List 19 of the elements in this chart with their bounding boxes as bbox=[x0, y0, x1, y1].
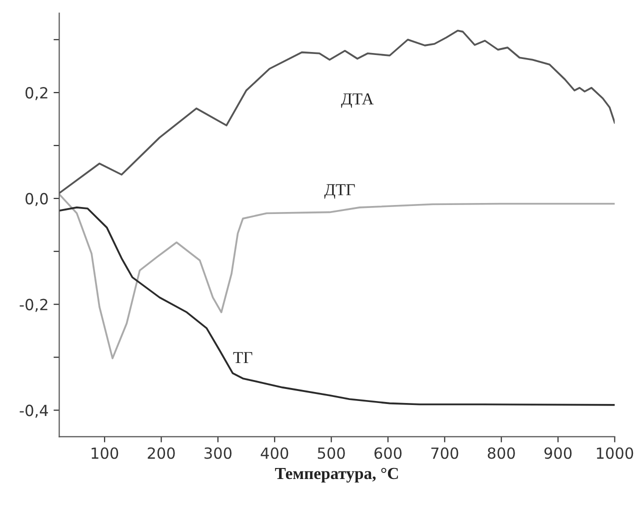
y-tick-label: -0,4 bbox=[20, 404, 48, 418]
series-label: ДТГ bbox=[324, 184, 355, 199]
x-tick-label: 400 bbox=[260, 447, 288, 459]
x-tick-label: 700 bbox=[431, 447, 458, 459]
y-tick-label: 0,0 bbox=[26, 192, 48, 206]
x-axis-title: Температура, °C bbox=[275, 468, 398, 483]
text: ДТА bbox=[341, 93, 374, 108]
y-tick-label: 0,2 bbox=[26, 87, 48, 100]
x-tick-label: 1000 bbox=[596, 447, 634, 459]
x-tick-label: 800 bbox=[488, 447, 515, 459]
line-series bbox=[59, 206, 615, 406]
y-tick-label: -0,2 bbox=[20, 298, 48, 312]
x-tick-label: 100 bbox=[92, 447, 118, 459]
x-tick-label: 300 bbox=[204, 447, 232, 459]
x-tick-label: 900 bbox=[544, 447, 572, 459]
x-tick-label: 500 bbox=[318, 447, 345, 459]
x-tick-label: 200 bbox=[148, 447, 175, 459]
x-tick-label: 600 bbox=[374, 447, 402, 459]
series-label: ТГ bbox=[233, 352, 252, 364]
